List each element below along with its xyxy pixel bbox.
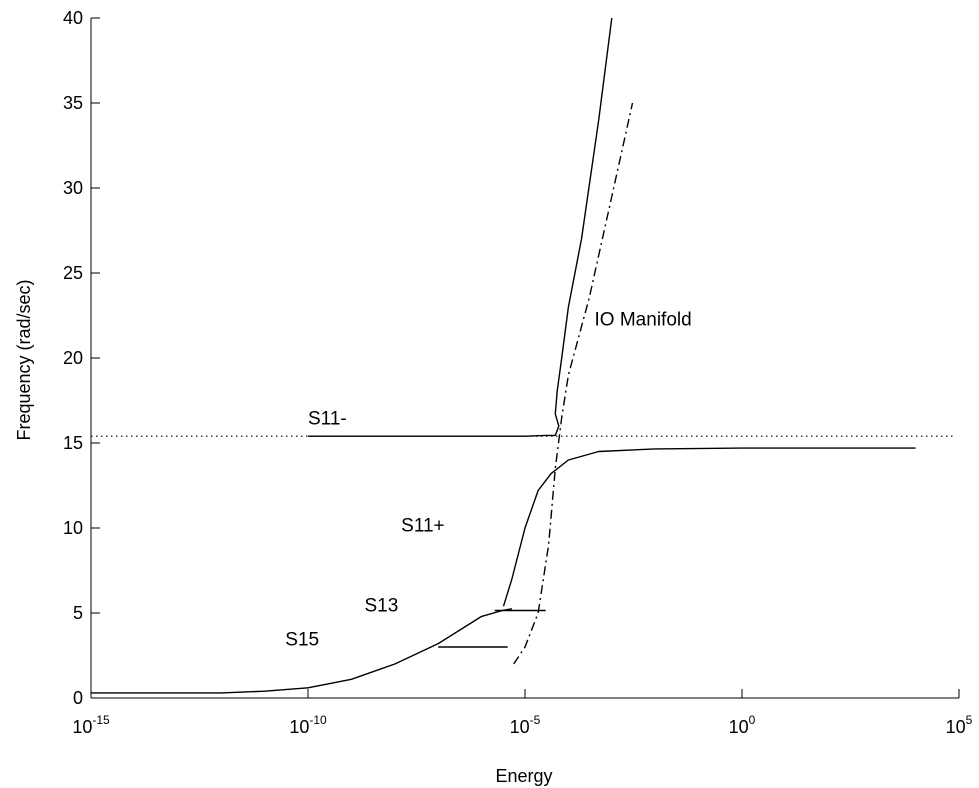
x-tick-label: 100 [729, 713, 756, 737]
y-axis-title: Frequency (rad/sec) [14, 279, 34, 440]
y-tick-label: 0 [73, 688, 83, 708]
plot-area: IO Manifold S11- S11+ S13 S15 [91, 17, 954, 694]
annotation-label: S15 [285, 629, 319, 650]
annotation-label: S13 [364, 595, 398, 616]
y-tick-label: 20 [63, 348, 83, 368]
series-line-2 [308, 17, 613, 437]
y-tick-label: 5 [73, 603, 83, 623]
x-tick-label: 105 [946, 713, 973, 737]
y-tick-label: 25 [63, 263, 83, 283]
x-tick-label: 10-15 [72, 713, 110, 737]
y-tick-label: 30 [63, 178, 83, 198]
series-line-0 [91, 608, 513, 694]
y-tick-label: 35 [63, 93, 83, 113]
annotation-label: S11+ [401, 515, 445, 536]
y-tick-label: 40 [63, 8, 83, 28]
ticks: 10-15 10-10 10-5 100 105 0 5 10 15 20 25 30 35 40 [63, 8, 973, 737]
series-line-3 [513, 102, 634, 665]
x-tick-label: 10-5 [510, 713, 541, 737]
y-tick-label: 15 [63, 433, 83, 453]
annotation-label: IO Manifold [595, 310, 692, 331]
annotation-label: S11- [308, 408, 347, 429]
y-tick-label: 10 [63, 518, 83, 538]
x-tick-label: 10-10 [289, 713, 327, 737]
x-axis-title: Energy [495, 766, 552, 786]
series-line-1 [502, 447, 916, 607]
